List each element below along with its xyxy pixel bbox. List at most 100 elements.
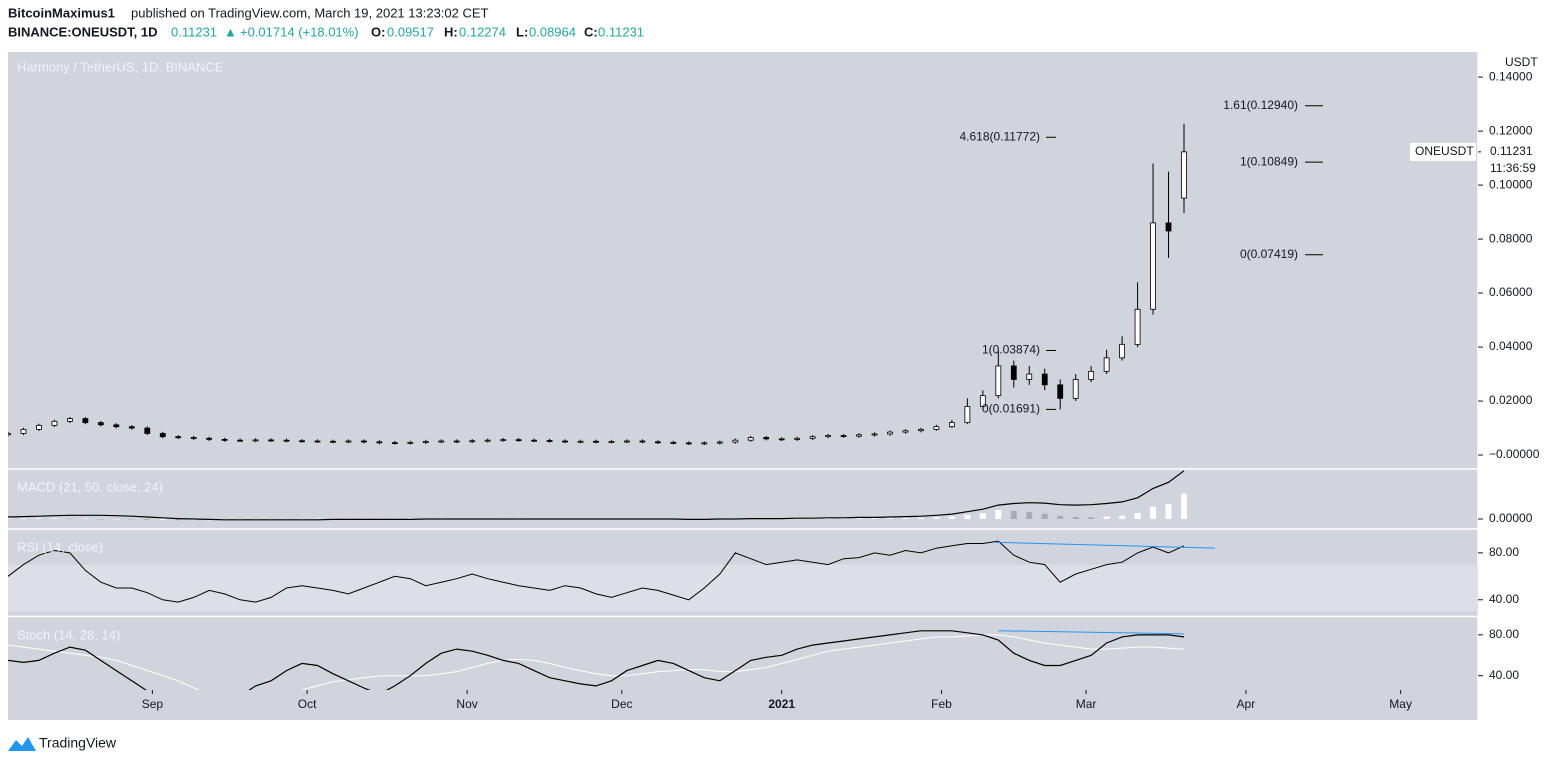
close-value: 0.11231	[598, 24, 644, 39]
candle-body	[1026, 373, 1033, 380]
stoch	[8, 630, 1185, 690]
candle-body	[221, 438, 228, 441]
candle-body	[469, 440, 476, 443]
x-tick-label: Mar	[1076, 697, 1097, 711]
macd-histogram-bar	[1026, 512, 1033, 520]
stoch-d-line	[8, 634, 1185, 690]
x-tick-label: 2021	[768, 697, 795, 711]
y-tick-label: −0.00000	[1489, 447, 1540, 461]
open-value: 0.09517	[387, 24, 434, 39]
candle-body	[778, 438, 785, 441]
macd-histogram-bar	[1072, 516, 1079, 520]
chart-title: Harmony / TetherUS, 1D, BINANCE	[17, 59, 224, 74]
fib-label: 0(0.07419)	[1240, 247, 1298, 261]
candle-body	[268, 439, 274, 442]
macd-histogram-bar	[97, 519, 104, 520]
logo	[8, 737, 36, 751]
candle-body	[51, 420, 58, 426]
candle-body	[825, 435, 832, 438]
candle-body	[593, 440, 599, 443]
candle-body	[8, 433, 11, 436]
y-tick-label: 0.02000	[1489, 393, 1533, 407]
macd-histogram-bar	[887, 517, 893, 520]
fib-label: 1(0.03874)	[982, 343, 1040, 357]
candle-body	[82, 418, 89, 424]
y-tick-label: 0.00000	[1489, 511, 1533, 525]
fib-label: 1.61(0.12940)	[1223, 98, 1298, 112]
candle-body	[484, 439, 491, 442]
macd-histogram-bar	[1119, 515, 1126, 520]
y-tick-label: 0.14000	[1489, 69, 1533, 83]
candle-body	[97, 422, 104, 426]
candle-body	[933, 426, 940, 430]
macd-histogram-bar	[825, 518, 832, 520]
macd-histogram-bar	[794, 518, 801, 520]
macd-histogram-bar	[128, 519, 135, 520]
candle-body	[500, 439, 507, 442]
footer-brand: TradingView	[39, 735, 117, 751]
rsi-line	[8, 540, 1185, 603]
macd	[8, 470, 1187, 521]
candle-body	[391, 442, 398, 445]
macd-histogram-bar	[902, 517, 909, 520]
x-tick-label: Apr	[1237, 697, 1256, 711]
candle-body	[747, 437, 754, 441]
candle-body	[654, 441, 661, 444]
macd-histogram-bar	[407, 518, 414, 520]
author: BitcoinMaximus1	[8, 5, 115, 20]
candle-body	[128, 426, 135, 429]
macd-histogram-bar	[1057, 515, 1064, 520]
candle-body	[1134, 308, 1141, 345]
y-tick-label: 0.10000	[1489, 177, 1533, 191]
macd-histogram-bar	[1088, 517, 1095, 520]
candle-body	[608, 441, 615, 443]
change: +0.01714 (+18.01%)	[240, 24, 359, 39]
price-badge-bg	[1481, 142, 1551, 178]
candles	[8, 123, 1187, 446]
candle-body	[701, 442, 708, 445]
y-tick-label: 0.06000	[1489, 285, 1533, 299]
x-tick-label: Nov	[456, 697, 477, 711]
fib-label: 4.618(0.11772)	[959, 129, 1040, 143]
candle-body	[314, 440, 321, 443]
symbol-badge-bg	[1410, 142, 1476, 161]
candle-body	[995, 365, 1002, 397]
candle-body	[175, 436, 182, 439]
macd-histogram-bar	[1150, 506, 1157, 520]
symbol-badge: ONEUSDT	[1415, 144, 1474, 158]
open-label: O:	[371, 24, 385, 39]
x-tick-label: Sep	[142, 697, 164, 711]
last-price: 0.11231	[171, 24, 217, 39]
macd-histogram-bar	[159, 519, 166, 520]
macd-histogram-bar	[175, 519, 182, 521]
candle-body	[237, 439, 244, 442]
candle-body	[531, 439, 538, 442]
candle-body	[299, 440, 305, 443]
rsi-title: RSI (14, close)	[17, 539, 103, 554]
macd-histogram-bar	[35, 518, 42, 520]
candle-body	[515, 439, 522, 442]
macd-histogram-bar	[144, 519, 151, 520]
y-tick-label: 0.08000	[1489, 231, 1533, 245]
candle-body	[144, 427, 151, 434]
candle-body	[113, 424, 120, 428]
close-label: C:	[584, 24, 598, 39]
macd-histogram-bar	[933, 517, 940, 520]
candle-body	[1150, 222, 1156, 310]
high-value: 0.12274	[459, 24, 506, 39]
macd-histogram-bar	[840, 518, 847, 520]
stoch-k-line	[8, 630, 1185, 690]
macd-histogram-bar	[20, 518, 27, 520]
candle-body	[1181, 151, 1187, 199]
candle-body	[206, 437, 213, 440]
candle-body	[283, 439, 290, 442]
rsi-band	[8, 564, 1478, 612]
candle-body	[918, 428, 924, 432]
candle-body	[190, 437, 197, 439]
candle-body	[438, 440, 445, 443]
macd-histogram-bar	[995, 510, 1002, 520]
rsi-trendline	[995, 541, 1215, 549]
candle-body	[856, 434, 862, 437]
symbol: BINANCE:ONEUSDT, 1D	[8, 24, 158, 39]
candle-body	[562, 440, 568, 443]
